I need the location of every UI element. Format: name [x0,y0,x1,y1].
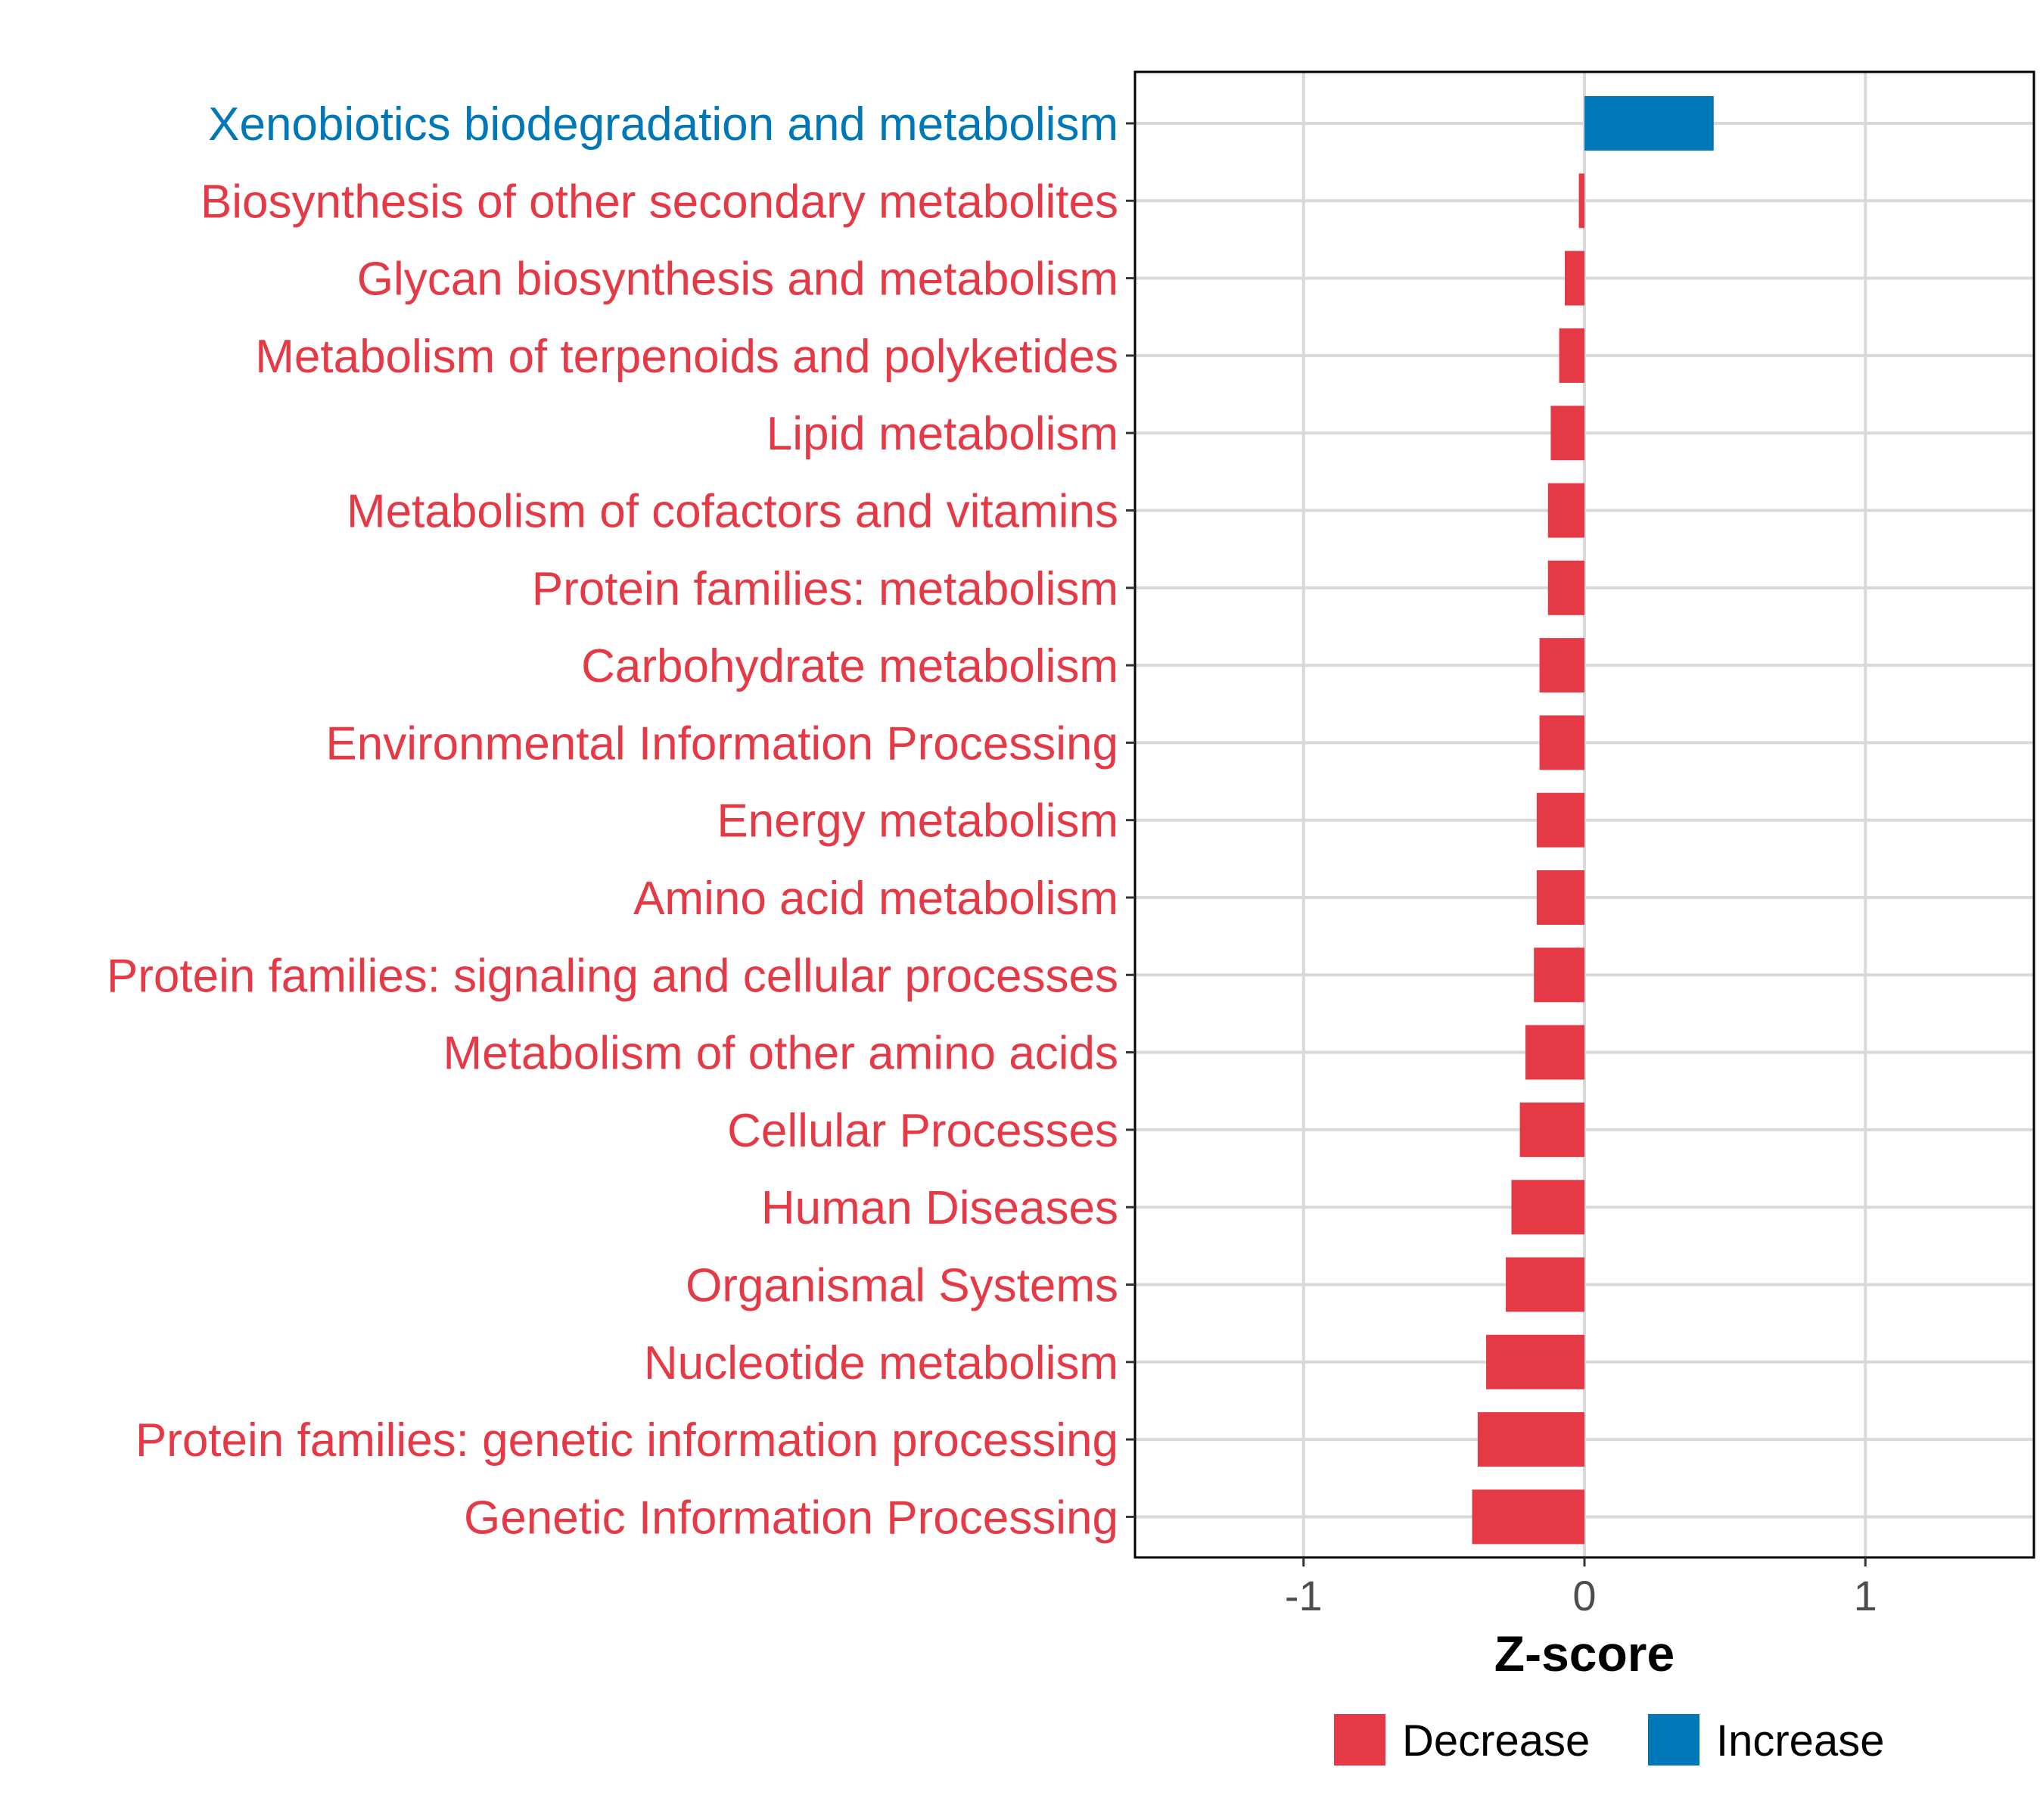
bar [1565,250,1584,306]
y-axis-ticks [1126,122,1135,1518]
category-label: Genetic Information Processing [464,1492,1118,1544]
legend-swatch-increase [1648,1714,1699,1766]
bar [1536,870,1584,925]
category-label: Lipid metabolism [767,408,1118,460]
category-label: Environmental Information Processing [325,717,1118,770]
legend-label-decrease: Decrease [1402,1716,1590,1766]
category-label: Energy metabolism [717,795,1118,848]
category-label: Metabolism of terpenoids and polyketides [255,331,1118,383]
category-label: Cellular Processes [727,1105,1118,1157]
bar [1539,715,1584,770]
bar [1550,406,1584,461]
bar [1547,483,1584,538]
category-label: Nucleotide metabolism [644,1337,1118,1389]
category-label: Protein families: signaling and cellular… [107,950,1118,1002]
category-label: Biosynthesis of other secondary metaboli… [201,176,1118,228]
bar [1472,1489,1584,1545]
bar [1536,792,1584,848]
category-label: Carbohydrate metabolism [581,640,1118,692]
legend-swatch-decrease [1334,1714,1385,1766]
category-label: Human Diseases [761,1182,1118,1234]
bar [1578,173,1584,229]
bar [1477,1412,1584,1467]
legend-label-increase: Increase [1716,1716,1884,1766]
bar [1534,947,1584,1003]
bar [1486,1334,1584,1389]
y-axis-labels: Xenobiotics biodegradation and metabolis… [107,98,1118,1544]
bar [1511,1180,1584,1235]
bar [1559,328,1584,383]
bar [1519,1102,1584,1157]
category-label: Metabolism of other amino acids [443,1028,1118,1080]
category-label: Amino acid metabolism [633,873,1118,925]
category-label: Metabolism of cofactors and vitamins [347,486,1118,538]
category-label: Protein families: genetic information pr… [135,1414,1118,1467]
category-label: Glycan biosynthesis and metabolism [357,254,1118,306]
bar [1547,560,1584,615]
category-label: Xenobiotics biodegradation and metabolis… [208,98,1118,151]
bar [1506,1257,1584,1312]
x-axis-title: Z-score [1494,1626,1675,1682]
x-axis-ticks: -1 0 1 [1285,1557,1877,1619]
legend: Decrease Increase [1334,1714,1884,1766]
x-tick-label: -1 [1285,1572,1323,1619]
category-label: Protein families: metabolism [532,563,1118,615]
x-tick-label: 0 [1572,1572,1596,1619]
bars [1472,96,1714,1545]
bar [1539,638,1584,693]
bar [1525,1025,1584,1080]
bar [1584,96,1714,151]
category-label: Organismal Systems [686,1260,1118,1312]
x-tick-label: 1 [1854,1572,1877,1619]
